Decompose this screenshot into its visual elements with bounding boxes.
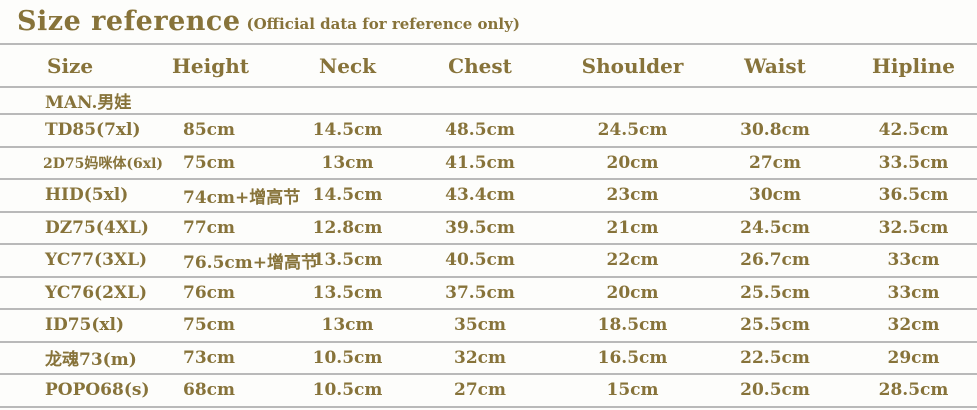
column-header-height: Height: [172, 53, 249, 78]
cell-shoulder: 22cm: [606, 250, 659, 271]
cell-waist: 22.5cm: [740, 347, 810, 368]
cell-size: ID75(xl): [45, 315, 125, 336]
page-subtitle: (Official data for reference only): [246, 15, 520, 33]
cell-waist: 26.7cm: [740, 250, 810, 271]
cell-chest: 27cm: [454, 380, 506, 401]
cell-shoulder: 15cm: [606, 380, 659, 401]
cell-waist: 24.5cm: [740, 217, 810, 238]
cell-height: 75cm: [183, 152, 235, 173]
cell-neck: 13cm: [321, 315, 374, 336]
cell-shoulder: 20cm: [606, 282, 659, 303]
table-section-row: MAN.男娃: [0, 86, 977, 113]
cell-chest: 37.5cm: [445, 282, 515, 303]
table-row: POPO68(s) 68cm 10.5cm 27cm 15cm 20.5cm 2…: [0, 373, 977, 406]
cell-size: 龙魂73(m): [45, 350, 137, 371]
table-row: HID(5xl) 74cm+增高节 14.5cm 43.4cm 23cm 30c…: [0, 178, 977, 211]
cell-chest: 40.5cm: [445, 250, 515, 271]
table-row: TD85(7xl) 85cm 14.5cm 48.5cm 24.5cm 30.8…: [0, 113, 977, 146]
cell-chest: 41.5cm: [445, 152, 515, 173]
table-row: DZ75(4XL) 77cm 12.8cm 39.5cm 21cm 24.5cm…: [0, 210, 977, 244]
cell-size: POPO68(s): [45, 380, 150, 401]
cell-height: 75cm: [183, 315, 235, 336]
cell-height: 73cm: [183, 347, 235, 368]
cell-height: 85cm: [183, 120, 235, 141]
section-label: MAN.男娃: [45, 93, 132, 113]
column-header-chest: Chest: [448, 53, 512, 78]
cell-size: 2D75妈咪体(6xl): [43, 155, 164, 172]
cell-neck: 10.5cm: [312, 347, 383, 368]
cell-height: 76.5cm+增高节: [183, 252, 318, 273]
table-row: YC76(2XL) 76cm 13.5cm 37.5cm 20cm 25.5cm…: [0, 275, 977, 309]
cell-size: HID(5xl): [45, 185, 129, 206]
table-body: TD85(7xl) 85cm 14.5cm 48.5cm 24.5cm 30.8…: [0, 113, 977, 406]
cell-chest: 32cm: [454, 347, 506, 368]
column-header-shoulder: Shoulder: [581, 53, 684, 78]
cell-hipline: 36.5cm: [878, 185, 949, 206]
cell-shoulder: 16.5cm: [597, 347, 668, 368]
column-header-hipline: Hipline: [872, 53, 955, 78]
table-row: YC77(3XL) 76.5cm+增高节 13.5cm 40.5cm 22cm …: [0, 243, 977, 276]
cell-waist: 30.8cm: [740, 120, 810, 141]
cell-hipline: 29cm: [887, 347, 940, 368]
page-title: Size reference: [17, 6, 241, 37]
cell-height: 77cm: [183, 217, 235, 238]
cell-shoulder: 18.5cm: [597, 315, 668, 336]
cell-waist: 25.5cm: [740, 282, 810, 303]
cell-neck: 12.8cm: [312, 217, 383, 238]
cell-waist: 20.5cm: [740, 380, 810, 401]
cell-hipline: 32.5cm: [878, 217, 949, 238]
cell-hipline: 33.5cm: [878, 152, 949, 173]
cell-hipline: 32cm: [887, 315, 940, 336]
cell-neck: 13.5cm: [312, 250, 383, 271]
title-bar: Size reference (Official data for refere…: [0, 0, 977, 43]
cell-neck: 14.5cm: [312, 185, 383, 206]
column-header-waist: Waist: [744, 53, 806, 78]
cell-shoulder: 23cm: [606, 185, 659, 206]
table-header-row: Size Height Neck Chest Shoulder Waist Hi…: [0, 43, 977, 86]
cell-chest: 35cm: [454, 315, 506, 336]
cell-chest: 43.4cm: [445, 185, 515, 206]
cell-size: TD85(7xl): [45, 120, 141, 141]
cell-hipline: 33cm: [887, 250, 940, 271]
column-header-size: Size: [47, 53, 94, 78]
cell-hipline: 28.5cm: [878, 380, 949, 401]
table-row: ID75(xl) 75cm 13cm 35cm 18.5cm 25.5cm 32…: [0, 308, 977, 341]
cell-hipline: 33cm: [887, 282, 940, 303]
cell-hipline: 42.5cm: [878, 120, 949, 141]
cell-height: 68cm: [183, 380, 235, 401]
cell-height: 76cm: [183, 282, 235, 303]
cell-size: YC76(2XL): [45, 282, 148, 303]
cell-shoulder: 21cm: [606, 217, 659, 238]
cell-chest: 48.5cm: [445, 120, 515, 141]
cell-shoulder: 20cm: [606, 152, 659, 173]
size-table: Size Height Neck Chest Shoulder Waist Hi…: [0, 43, 977, 408]
cell-neck: 14.5cm: [312, 120, 383, 141]
table-row: 龙魂73(m) 73cm 10.5cm 32cm 16.5cm 22.5cm 2…: [0, 340, 977, 374]
cell-waist: 30cm: [749, 185, 801, 206]
cell-height: 74cm+增高节: [183, 187, 301, 208]
cell-shoulder: 24.5cm: [597, 120, 668, 141]
cell-neck: 13cm: [321, 152, 374, 173]
cell-neck: 13.5cm: [312, 282, 383, 303]
cell-neck: 10.5cm: [312, 380, 383, 401]
cell-size: DZ75(4XL): [45, 217, 149, 238]
cell-waist: 25.5cm: [740, 315, 810, 336]
cell-waist: 27cm: [749, 152, 801, 173]
cell-chest: 39.5cm: [445, 217, 515, 238]
table-row: 2D75妈咪体(6xl) 75cm 13cm 41.5cm 20cm 27cm …: [0, 145, 977, 179]
column-header-neck: Neck: [318, 53, 377, 78]
cell-size: YC77(3XL): [45, 250, 148, 271]
